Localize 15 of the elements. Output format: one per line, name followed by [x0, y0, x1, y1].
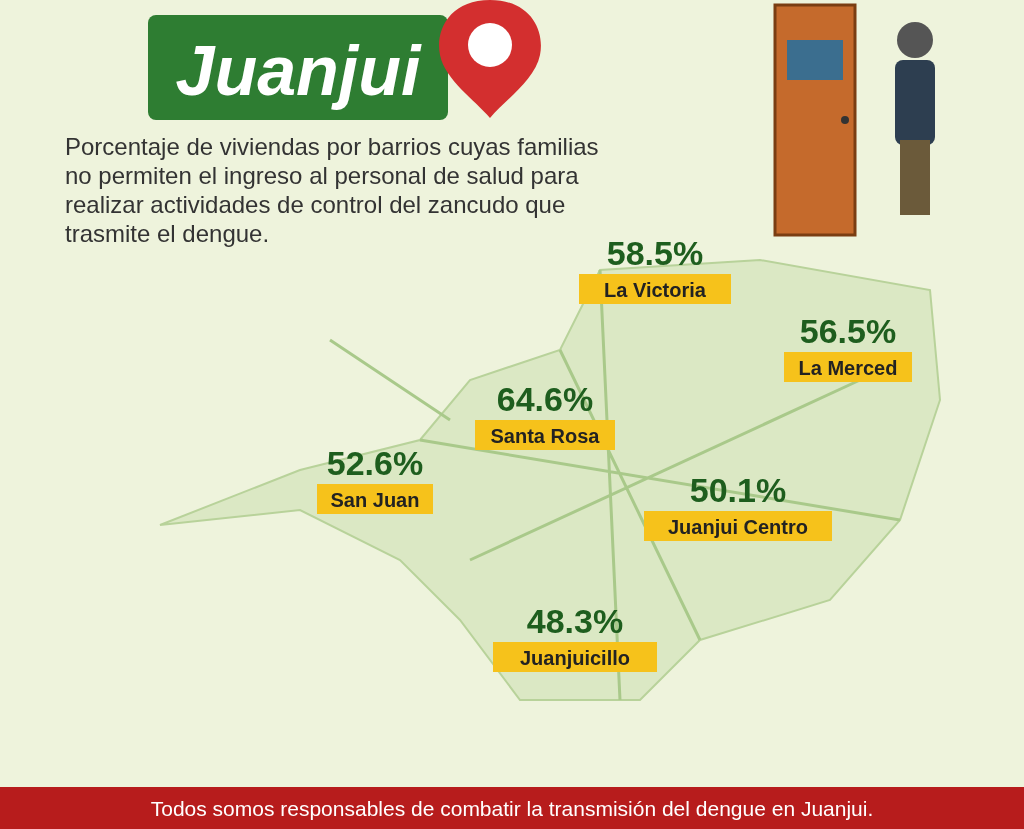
category-label: San Juan	[330, 489, 420, 511]
data-label: 64.6%	[496, 380, 594, 418]
data-label: 56.5%	[799, 312, 897, 350]
text: Todos somos responsables de combatir la transmisión del dengue en Juanjui.	[150, 797, 874, 820]
data-label: 48.3%	[526, 602, 624, 640]
text: Porcentaje de viviendas por barrios cuyas familias no permiten el ingreso al personal de salud para realizar actividades de control del zancudo que trasmite el dengue.	[65, 133, 599, 247]
category-label: Santa Rosa	[490, 425, 601, 447]
category-label: Juanjuicillo	[519, 647, 631, 669]
data-label: 58.5%	[606, 234, 704, 272]
data-label: 50.1%	[689, 471, 787, 509]
category-label: La Victoria	[604, 279, 707, 301]
text: Juanjui	[175, 32, 423, 110]
data-label: 52.6%	[326, 444, 424, 482]
category-label: La Merced	[798, 357, 898, 379]
category-label: Juanjui Centro	[667, 516, 809, 538]
